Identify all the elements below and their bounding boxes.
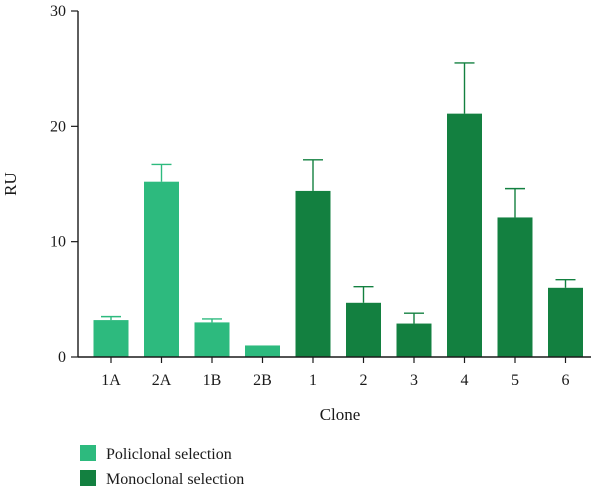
- bar-1: [295, 190, 331, 357]
- y-tick-label-20: 20: [50, 118, 66, 135]
- bar-5: [497, 217, 533, 357]
- bar-4: [447, 113, 482, 357]
- x-tick-label-3: 3: [410, 372, 418, 389]
- bar-6: [548, 287, 583, 357]
- error-bar-4: [454, 62, 475, 114]
- x-axis-title: Clone: [320, 405, 361, 424]
- bar-3: [396, 323, 432, 357]
- x-tick-label-2a: 2A: [152, 372, 172, 389]
- error-bars-layer: [101, 62, 576, 324]
- error-bar-1b: [202, 318, 222, 323]
- bars-layer: [93, 113, 583, 357]
- error-bar-1: [303, 159, 323, 191]
- legend-label-monoclonal: Monoclonal selection: [106, 471, 244, 488]
- x-tick-label-2b: 2B: [253, 372, 272, 389]
- x-tick-label-1b: 1B: [203, 372, 222, 389]
- error-bar-3: [404, 312, 424, 324]
- error-bar-5: [505, 187, 525, 218]
- legend-label-policlonal: Policlonal selection: [106, 446, 232, 463]
- legend-swatch-monoclonal: [80, 470, 96, 486]
- bar-1a: [93, 320, 129, 357]
- error-bar-2: [353, 285, 374, 303]
- y-tick-label-0: 0: [58, 349, 66, 366]
- x-tick-label-5: 5: [511, 372, 519, 389]
- y-tick-label-30: 30: [50, 3, 66, 20]
- axes-layer: 1A 2A 1B 2B 1 2 3 4 5 6 0 10 20 30: [50, 3, 591, 389]
- error-bar-6: [555, 279, 576, 288]
- legend-swatch-policlonal: [80, 445, 96, 461]
- y-tick-label-10: 10: [50, 234, 66, 251]
- y-axis-title: RU: [1, 172, 20, 196]
- x-tick-label-1a: 1A: [101, 372, 121, 389]
- legend: Policlonal selection Monoclonal selectio…: [80, 445, 244, 488]
- error-bar-1a: [101, 315, 121, 321]
- x-tick-label-1: 1: [309, 372, 317, 389]
- bar-2b: [245, 345, 280, 357]
- x-tick-label-2: 2: [360, 372, 368, 389]
- bar-2: [346, 302, 381, 357]
- x-tick-label-6: 6: [562, 372, 570, 389]
- error-bar-2a: [151, 163, 172, 182]
- bar-2a: [144, 181, 179, 357]
- bar-1b: [194, 322, 230, 357]
- x-tick-label-4: 4: [461, 372, 469, 389]
